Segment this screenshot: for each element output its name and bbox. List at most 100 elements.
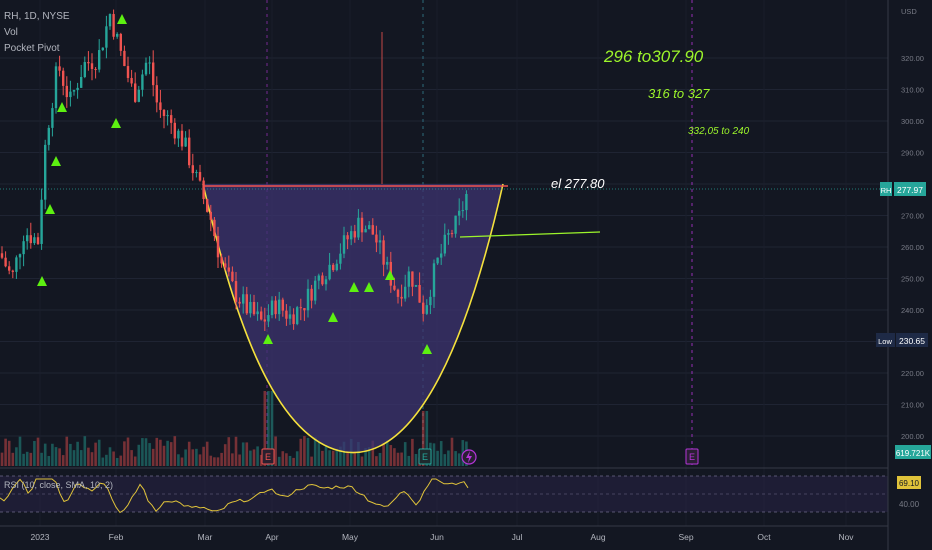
- volume-bar: [119, 455, 123, 466]
- pocket-pivot-legend[interactable]: Pocket Pivot: [4, 43, 60, 54]
- volume-bar: [151, 448, 155, 466]
- volume-bar: [303, 436, 306, 466]
- candle-body: [159, 102, 162, 110]
- volume-bar: [436, 450, 439, 466]
- volume-bar: [65, 436, 69, 466]
- candle-body: [191, 165, 194, 174]
- candle-body: [260, 311, 263, 320]
- candle-body: [450, 233, 454, 235]
- candle-body: [321, 275, 324, 285]
- time-axis[interactable]: 2023 Feb Mar Apr May Jun Jul Aug Sep Oct Nov: [31, 532, 855, 542]
- candle-body: [94, 68, 97, 70]
- candle-body: [440, 253, 443, 258]
- candle-body: [0, 253, 4, 258]
- candle-body: [80, 77, 83, 88]
- candle-body: [436, 257, 439, 264]
- candle-body: [429, 296, 432, 306]
- candle-body: [303, 308, 306, 311]
- volume-bar: [58, 448, 61, 466]
- candle-body: [396, 289, 400, 297]
- price-tick-label: 260.00: [901, 243, 924, 252]
- volume-bar: [306, 437, 310, 466]
- earnings-marker-jun[interactable]: E: [418, 448, 432, 465]
- time-tick-label: Feb: [109, 532, 124, 542]
- volume-bar: [177, 454, 180, 466]
- annotation-level: el 277.80: [551, 176, 605, 191]
- candle-body: [299, 307, 302, 309]
- dividend-lightning-icon[interactable]: [461, 449, 477, 465]
- candle-body: [371, 225, 374, 235]
- volume-bar: [137, 444, 141, 466]
- candle-body: [206, 199, 209, 212]
- volume-bar: [447, 450, 450, 466]
- volume-bar: [76, 441, 79, 466]
- candle-body: [141, 74, 144, 90]
- volume-bar: [328, 450, 331, 466]
- candle-body: [76, 87, 79, 91]
- earnings-marker-sep[interactable]: E: [685, 448, 699, 465]
- volume-bar: [263, 391, 267, 466]
- candle-body: [245, 294, 248, 314]
- low-price-value: 230.65: [899, 336, 925, 346]
- pivot-marker: [422, 344, 432, 354]
- candle-body: [400, 296, 403, 299]
- candle-body: [335, 263, 338, 271]
- candle-body: [65, 85, 68, 98]
- time-tick-label: Mar: [198, 532, 213, 542]
- candle-body: [238, 301, 241, 304]
- earnings-marker-apr[interactable]: E: [261, 448, 275, 465]
- candle-body: [270, 300, 274, 316]
- volume-bar: [342, 441, 346, 466]
- volume-bar: [227, 437, 231, 466]
- rsi-legend[interactable]: RSI (10, close, SMA, 10, 2): [4, 480, 113, 490]
- volume-bar: [357, 441, 360, 466]
- candle-body: [4, 257, 7, 267]
- candle-body: [134, 83, 137, 102]
- candle-body: [432, 263, 436, 297]
- time-tick-label: Apr: [265, 532, 278, 542]
- volume-bar: [274, 436, 277, 466]
- candle-body: [155, 85, 158, 103]
- volume-bar: [364, 448, 367, 466]
- volume-bar: [259, 454, 263, 466]
- low-tag-label: Low: [878, 337, 892, 346]
- candle-body: [447, 233, 450, 235]
- volume-bar: [148, 443, 151, 466]
- candle-body: [220, 257, 223, 264]
- candle-body: [267, 315, 270, 322]
- volume-bar: [144, 438, 148, 466]
- candle-body: [188, 137, 191, 166]
- volume-bar: [22, 453, 25, 466]
- candle-body: [324, 279, 328, 285]
- candle-body: [360, 217, 364, 233]
- candle-body: [62, 70, 65, 86]
- candle-body: [15, 257, 18, 272]
- volume-bar: [72, 450, 76, 466]
- candle-body: [119, 33, 122, 51]
- volume-bar: [162, 445, 166, 466]
- candle-body: [263, 319, 266, 322]
- candle-body: [242, 294, 245, 304]
- volume-bar: [335, 448, 339, 466]
- volume-bar: [234, 436, 238, 466]
- volume-bar: [29, 452, 33, 466]
- volume-bar: [130, 450, 133, 466]
- volume-bar: [155, 437, 159, 466]
- candle-body: [184, 137, 187, 147]
- volume-bar: [267, 391, 270, 466]
- volume-bar: [169, 442, 173, 466]
- volume-bar: [105, 454, 108, 466]
- symbol-legend[interactable]: RH, 1D, NYSE: [4, 11, 70, 22]
- volume-bar: [439, 441, 443, 466]
- candle-body: [292, 314, 295, 325]
- volume-bar: [36, 437, 40, 466]
- volume-bar: [252, 449, 256, 466]
- volume-bar: [69, 443, 72, 466]
- volume-bar: [378, 452, 382, 466]
- candle-body: [357, 217, 360, 238]
- candle-body: [411, 271, 414, 287]
- volume-legend[interactable]: Vol: [4, 27, 18, 38]
- volume-bar: [220, 452, 223, 466]
- candle-body: [310, 288, 313, 301]
